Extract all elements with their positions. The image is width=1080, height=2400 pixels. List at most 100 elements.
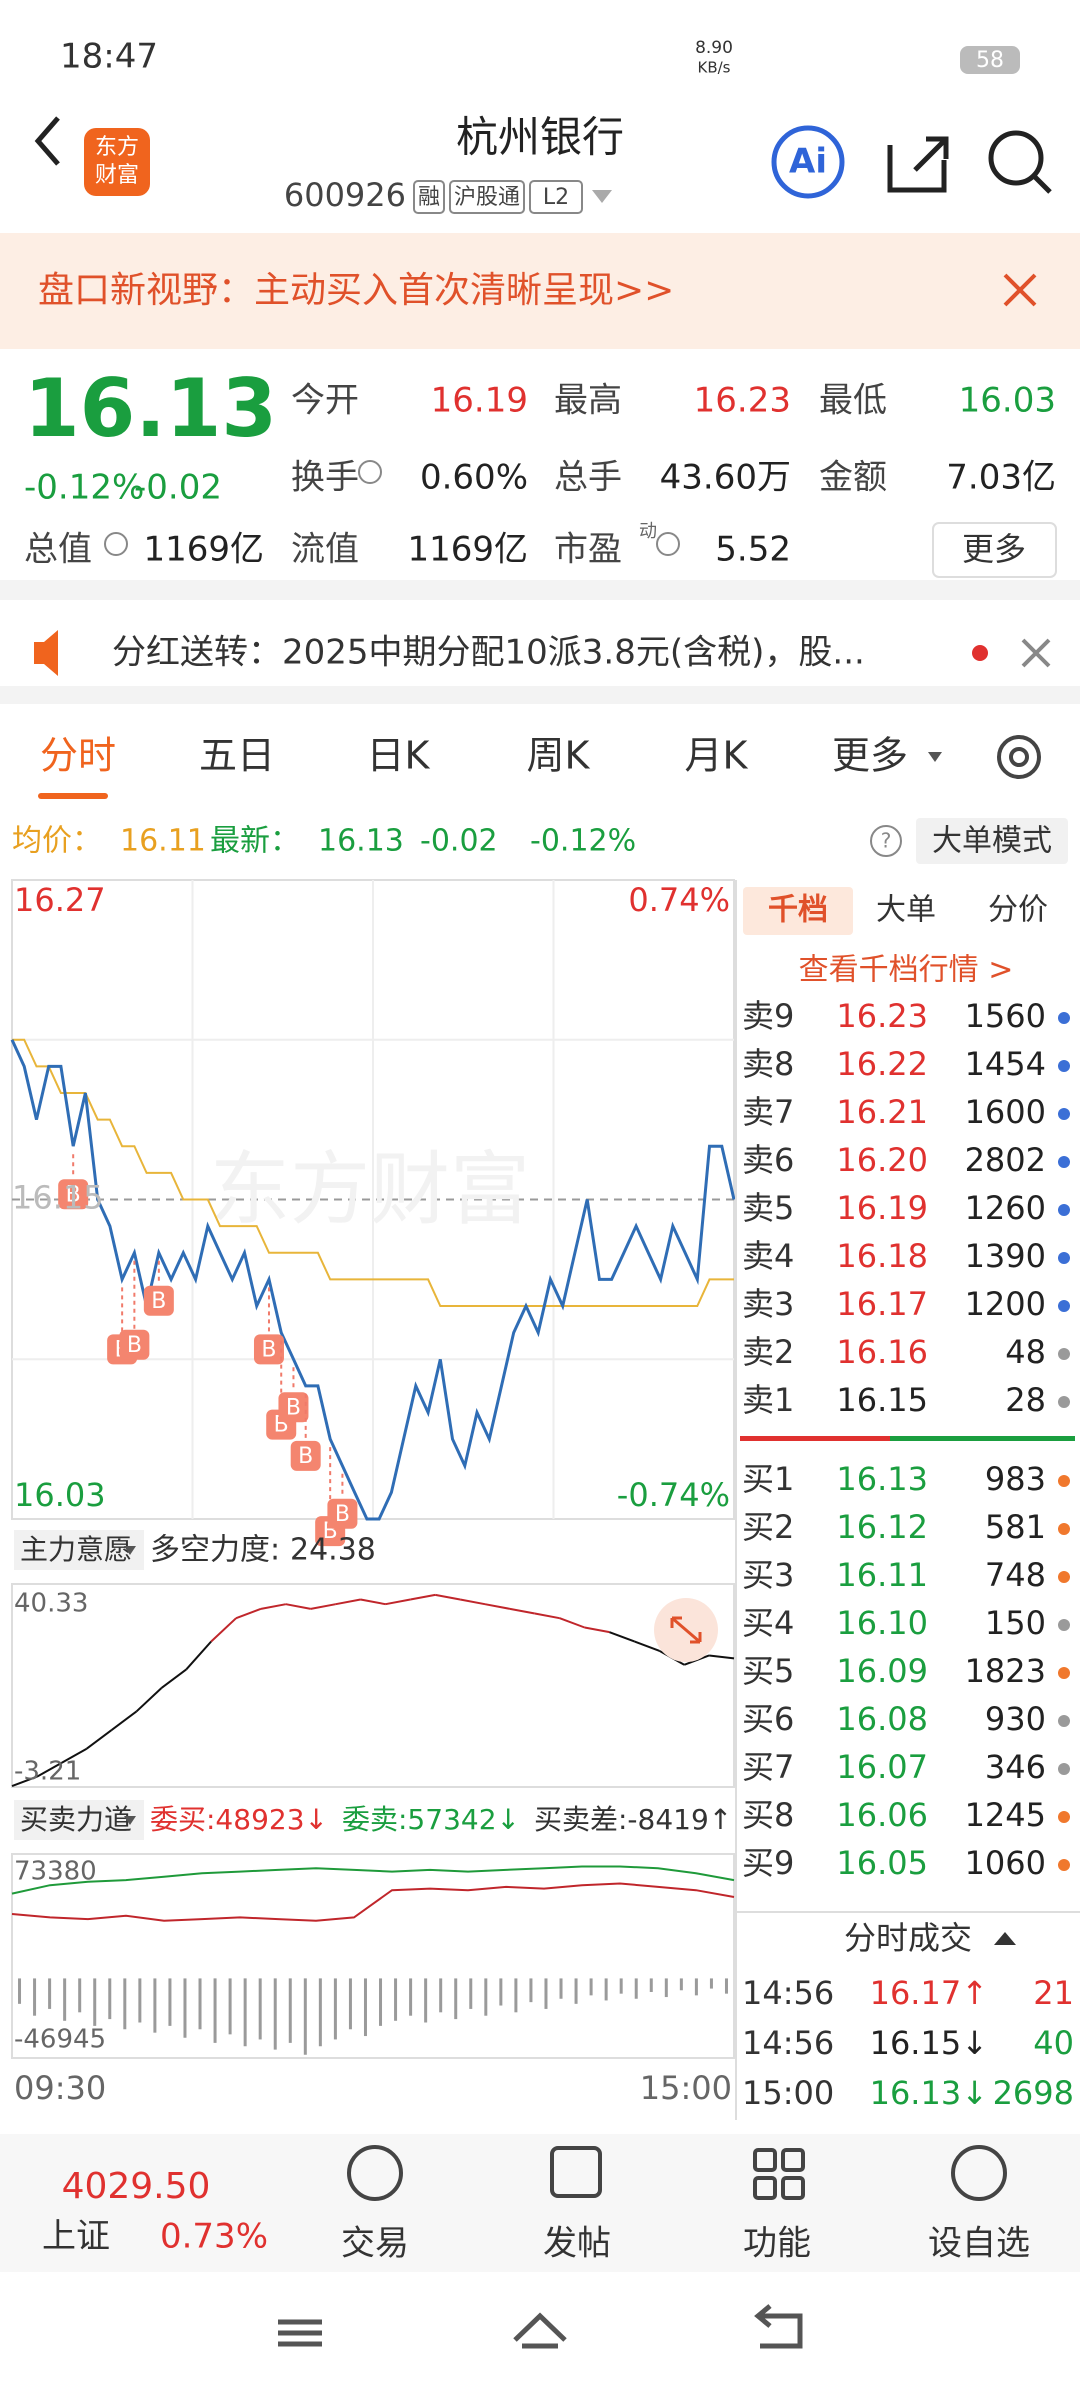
search-icon[interactable] [988, 130, 1044, 186]
tab[interactable]: 更多 [832, 734, 908, 778]
ai-icon[interactable] [771, 125, 845, 199]
book-volume: 1260 [965, 1189, 1046, 1227]
tab[interactable]: 日K [367, 734, 431, 778]
banner-bg [0, 233, 1080, 349]
back-key[interactable] [754, 2304, 803, 2349]
help-icon[interactable] [870, 825, 902, 857]
watch-icon[interactable] [951, 2145, 1007, 2201]
post-icon[interactable] [550, 2146, 602, 2198]
trade-icon[interactable] [347, 2145, 403, 2201]
tab[interactable]: 周K [527, 734, 591, 778]
function-icon[interactable] [753, 2148, 805, 2200]
book-link[interactable]: 查看千档行情 > [799, 953, 1014, 988]
more-button[interactable] [932, 522, 1057, 578]
pe-mark: 动 [639, 521, 657, 542]
search-icon[interactable] [1032, 174, 1052, 194]
book-price: 16.06 [836, 1796, 928, 1834]
book-price: 16.21 [836, 1093, 928, 1131]
book-level: 卖3 [742, 1285, 794, 1323]
mode-button[interactable] [916, 818, 1068, 864]
force-segment [509, 1607, 536, 1615]
book-dot [1058, 1811, 1070, 1823]
book-level: 卖4 [742, 1237, 794, 1275]
book-price: 16.13 [836, 1460, 928, 1498]
buy-marker: B [298, 1444, 313, 1469]
dropdown [124, 1816, 136, 1825]
pct-bottom: -0.74% [617, 1476, 730, 1514]
tab[interactable]: 月K [685, 734, 749, 778]
book-dot [1058, 1523, 1070, 1535]
book-level: 买2 [742, 1508, 794, 1546]
close-icon[interactable] [1021, 638, 1051, 668]
book-price: 16.08 [836, 1700, 928, 1738]
book-price: 16.12 [836, 1508, 928, 1546]
field-value: 43.60万 [660, 458, 791, 498]
settings-icon[interactable] [997, 735, 1041, 779]
book-price: 16.16 [836, 1333, 928, 1371]
force-segment [410, 1593, 436, 1601]
selector-box [14, 1530, 144, 1570]
marker-box [278, 1392, 309, 1423]
book-price: 16.10 [836, 1604, 928, 1642]
field-value: 16.19 [431, 381, 528, 421]
y-min-label: -46945 [14, 2025, 106, 2055]
field-label: 换手 [291, 458, 359, 498]
more-button-text[interactable]: 更多 [962, 530, 1026, 568]
book-volume: 2802 [965, 1141, 1046, 1179]
index-name: 上证 [42, 2217, 110, 2257]
back-icon[interactable] [34, 116, 60, 166]
force-segment [708, 1654, 735, 1660]
book-dot [1058, 1300, 1070, 1312]
nav-action[interactable]: 交易 [341, 2224, 409, 2264]
force-segment [185, 1640, 212, 1671]
index-change: 0.73% [160, 2217, 268, 2257]
trade-time: 15:00 [742, 2074, 834, 2112]
menu-key[interactable] [278, 2319, 322, 2347]
force-segment [310, 1603, 336, 1610]
summary-avg: 16.11 [120, 824, 206, 859]
force-segment [435, 1593, 461, 1601]
mode-text[interactable]: 大单模式 [932, 824, 1052, 859]
last-price: 16.13 [24, 362, 277, 455]
settings-icon[interactable] [1009, 747, 1029, 767]
book-price: 16.07 [836, 1748, 928, 1786]
nav-action[interactable]: 功能 [743, 2224, 811, 2264]
indicator-selector[interactable]: 主力意愿 [20, 1533, 132, 1566]
book-dot [1058, 1396, 1070, 1408]
book-dot [1058, 1571, 1070, 1583]
active-book-tab[interactable] [743, 887, 853, 935]
book-tab[interactable]: 大单 [876, 893, 936, 928]
tab[interactable]: 五日 [199, 734, 275, 778]
force-segment [260, 1603, 287, 1610]
trade-volume: 21 [1033, 1974, 1074, 2012]
y-max-label: 40.33 [14, 1589, 88, 1619]
force-label: 多空力度: [150, 1533, 280, 1568]
share-icon[interactable] [887, 136, 949, 193]
tag: L2 [543, 185, 569, 210]
book-dot [1058, 1204, 1070, 1216]
book-tab[interactable]: 千档 [768, 893, 828, 928]
book-level: 买5 [742, 1652, 794, 1690]
book-price: 16.19 [836, 1189, 928, 1227]
field-label: 金额 [819, 458, 887, 498]
book-dot [1058, 1619, 1070, 1631]
close-icon[interactable] [1003, 273, 1037, 307]
sell-power: 委卖:57342↓ [342, 1803, 520, 1836]
force-segment [335, 1598, 361, 1606]
trade-price: 16.17↑ [870, 1974, 988, 2012]
tab[interactable]: 分时 [40, 734, 116, 778]
indicator-selector[interactable]: 买卖力道 [20, 1803, 132, 1836]
nav-action[interactable]: 设自选 [928, 2224, 1030, 2264]
field-value: 1169亿 [407, 530, 528, 570]
sell-values [11, 1865, 735, 1895]
field-value: 5.52 [715, 530, 791, 570]
book-tab[interactable]: 分价 [988, 893, 1048, 928]
force-segment [61, 1747, 88, 1764]
home-key[interactable] [513, 2312, 567, 2349]
logo-bg[interactable] [84, 128, 150, 196]
book-divider [740, 1436, 890, 1441]
nav-action[interactable]: 发帖 [543, 2224, 611, 2264]
help-mark: ? [881, 829, 892, 853]
trades-arrow [994, 1932, 1016, 1945]
